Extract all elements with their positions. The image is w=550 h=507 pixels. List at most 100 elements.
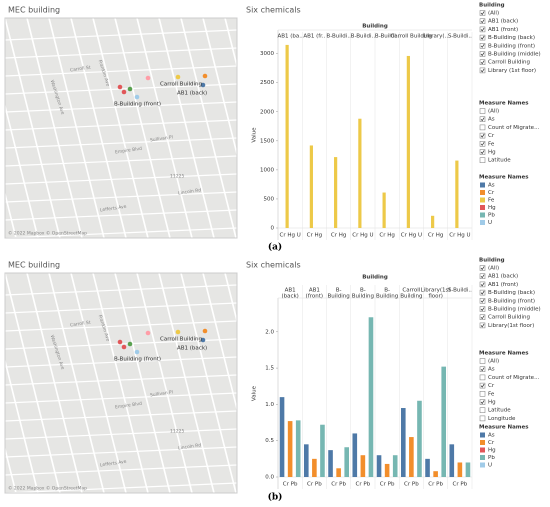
checkbox[interactable] [479, 306, 486, 312]
checkbox[interactable] [479, 43, 486, 49]
map-point[interactable] [117, 84, 123, 90]
map-label: AB1 (back) [177, 91, 207, 97]
bar[interactable] [431, 215, 435, 228]
checkbox[interactable] [479, 399, 486, 405]
map-point[interactable] [134, 94, 140, 100]
checkbox[interactable] [479, 382, 486, 389]
bar[interactable] [417, 400, 422, 477]
bar[interactable] [352, 433, 358, 477]
checkbox[interactable] [479, 132, 486, 139]
bar[interactable] [303, 444, 309, 477]
filter-item: (All) [488, 109, 499, 115]
bar[interactable] [400, 408, 406, 477]
map-point[interactable] [145, 330, 151, 336]
checkbox[interactable] [479, 141, 486, 147]
legend-swatch [480, 190, 485, 195]
bar[interactable] [336, 468, 341, 477]
map-point[interactable] [202, 73, 208, 79]
bar[interactable] [358, 118, 362, 228]
checkbox[interactable] [479, 34, 486, 41]
checkbox[interactable] [479, 273, 486, 279]
bar[interactable] [457, 462, 463, 477]
bar[interactable] [376, 455, 382, 477]
checkbox[interactable] [479, 10, 486, 16]
bar[interactable] [392, 455, 398, 477]
bar[interactable] [409, 437, 414, 477]
checkbox[interactable] [479, 18, 486, 24]
street [4, 155, 238, 167]
checkbox[interactable] [479, 415, 486, 422]
bar[interactable] [449, 444, 455, 477]
checkbox[interactable] [479, 59, 486, 65]
map-point[interactable] [145, 75, 151, 81]
bar[interactable] [455, 160, 459, 228]
attribution: © 2022 Mapbox © OpenStreetMap [8, 230, 87, 237]
bar[interactable] [433, 471, 438, 477]
bar[interactable] [441, 366, 447, 477]
map-point[interactable] [134, 349, 140, 355]
checkbox[interactable] [479, 289, 486, 296]
checkbox[interactable] [479, 298, 486, 304]
map-point[interactable] [121, 89, 127, 95]
map-point[interactable] [175, 74, 181, 80]
checkbox[interactable] [479, 116, 486, 122]
y-tick-label: 0.5 [265, 438, 274, 444]
checkbox[interactable] [479, 149, 486, 155]
bar[interactable] [285, 44, 289, 228]
checkbox[interactable] [479, 374, 486, 381]
street [224, 17, 281, 239]
bar[interactable] [287, 421, 293, 477]
bar[interactable] [384, 463, 390, 477]
map-point[interactable] [200, 337, 206, 343]
map-point[interactable] [127, 86, 133, 92]
bar[interactable] [320, 424, 325, 477]
checkbox[interactable] [479, 108, 486, 114]
x-tick-label: Cr Hg U [401, 233, 422, 239]
checkbox[interactable] [479, 265, 486, 271]
checkbox[interactable] [479, 366, 486, 372]
x-tick-label: Cr Hg [307, 233, 322, 239]
checkbox[interactable] [479, 407, 486, 413]
map-point[interactable] [121, 344, 127, 350]
bar[interactable] [465, 462, 471, 477]
street-label: 11225 [170, 429, 184, 435]
check-mark [480, 307, 485, 312]
bar[interactable] [295, 420, 301, 477]
bar[interactable] [360, 455, 366, 477]
checkbox[interactable] [479, 157, 486, 163]
street [4, 29, 238, 41]
checkbox[interactable] [479, 314, 486, 320]
bar[interactable] [334, 157, 338, 228]
map-point[interactable] [175, 329, 181, 335]
checkbox[interactable] [479, 322, 486, 329]
check-mark [480, 60, 485, 65]
filter-item: B-Building (front) [488, 43, 535, 49]
map-point[interactable] [127, 341, 133, 347]
map-point[interactable] [117, 339, 123, 345]
check-mark [480, 290, 485, 295]
bar[interactable] [344, 447, 350, 477]
column-label: Building [376, 294, 398, 300]
map-title: MEC building [8, 261, 60, 270]
bar[interactable] [368, 317, 374, 477]
bar[interactable] [309, 145, 313, 228]
bar[interactable] [425, 458, 430, 477]
map-point[interactable] [202, 328, 208, 334]
filter-item: Carroll Building [488, 60, 530, 66]
y-tick-label: 1.5 [265, 366, 274, 372]
map-point[interactable] [200, 82, 206, 88]
check-mark [480, 68, 485, 73]
check-mark [480, 282, 485, 287]
checkbox[interactable] [479, 391, 486, 397]
bar[interactable] [382, 192, 386, 228]
checkbox[interactable] [479, 67, 486, 74]
checkbox[interactable] [479, 358, 486, 364]
bar[interactable] [312, 458, 317, 477]
checkbox[interactable] [479, 281, 486, 288]
checkbox[interactable] [479, 26, 486, 33]
checkbox[interactable] [479, 51, 486, 57]
bar[interactable] [279, 397, 285, 477]
bar[interactable] [406, 55, 410, 229]
checkbox[interactable] [479, 124, 486, 131]
bar[interactable] [328, 450, 333, 477]
